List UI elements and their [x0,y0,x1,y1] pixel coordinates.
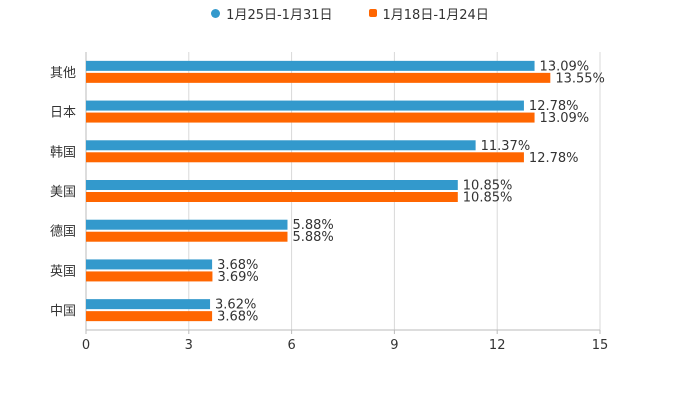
data-label-s1-0: 13.09% [540,59,590,74]
data-label-s2-6: 3.68% [217,310,258,325]
data-label-s2-4: 5.88% [292,230,333,245]
data-label-s2-3: 10.85% [463,191,513,206]
y-tick-label-6: 中国 [50,304,76,319]
bar-s2-5 [86,271,213,282]
legend-swatch-series-1 [211,8,221,18]
y-tick-label-1: 日本 [50,106,76,121]
legend-item-series-1[interactable]: 1月25日-1月31日 [211,4,333,23]
y-tick-label-0: 其他 [50,66,76,81]
bar-s1-5 [86,259,213,270]
data-label-s2-1: 13.09% [540,111,590,126]
bar-s2-1 [86,112,535,123]
bar-s1-2 [86,140,476,151]
x-tick-label-3: 9 [390,338,398,353]
x-tick-label-5: 15 [592,338,609,353]
data-label-s1-2: 11.37% [481,139,531,154]
data-label-s1-1: 12.78% [529,99,579,114]
y-tick-label-2: 韩国 [50,145,76,160]
y-tick-label-4: 德国 [50,225,76,240]
bar-s1-0 [86,60,535,71]
data-label-s2-5: 3.69% [217,270,258,285]
x-tick-label-2: 6 [287,338,295,353]
x-tick-label-1: 3 [185,338,193,353]
bar-s1-3 [86,180,458,190]
data-label-s1-3: 10.85% [463,179,513,194]
data-label-s1-5: 3.68% [217,258,258,273]
data-label-s1-4: 5.88% [292,218,333,233]
bar-s2-0 [86,72,551,83]
x-tick-label-4: 12 [489,338,506,353]
legend-label-series-2: 1月18日-1月24日 [382,7,489,23]
bar-s2-3 [86,192,458,202]
legend-label-series-1: 1月25日-1月31日 [226,7,333,23]
bar-s2-4 [86,231,288,242]
data-label-s2-0: 13.55% [555,71,605,86]
legend: 1月25日-1月31日 1月18日-1月24日 [0,4,700,23]
bar-s2-6 [86,311,213,322]
x-tick-label-0: 0 [82,338,90,353]
legend-swatch-series-2 [368,9,377,17]
bar-s1-1 [86,100,524,111]
data-label-s2-2: 12.78% [529,151,579,166]
bar-s1-6 [86,299,211,310]
data-label-s1-6: 3.62% [215,298,256,313]
bar-s2-2 [86,152,524,163]
y-tick-label-3: 美国 [50,185,76,200]
legend-item-series-2[interactable]: 1月18日-1月24日 [368,4,489,23]
bar-s1-4 [86,219,288,230]
y-tick-label-5: 英国 [50,264,76,279]
